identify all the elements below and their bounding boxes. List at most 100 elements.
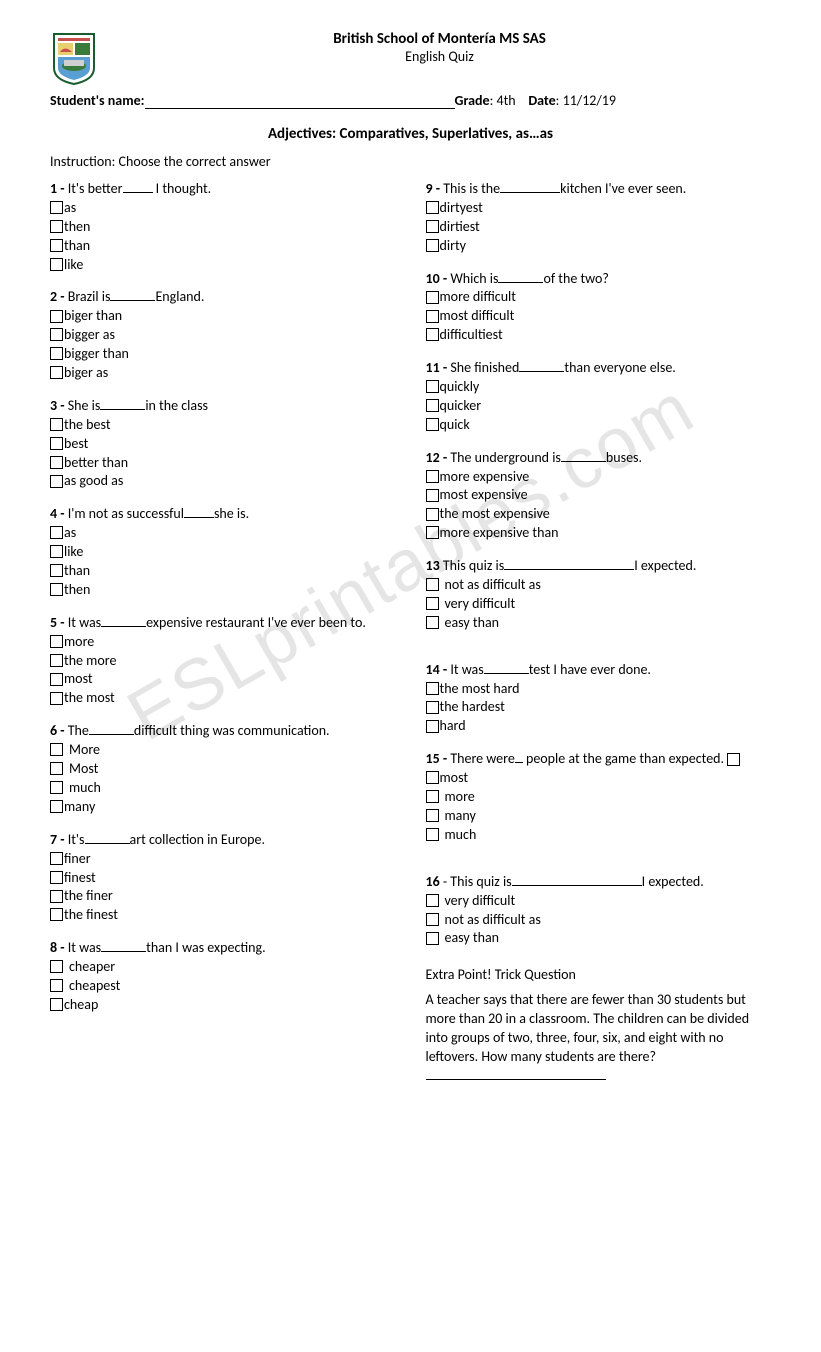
checkbox[interactable] (426, 470, 439, 483)
checkbox[interactable] (426, 597, 439, 610)
checkbox[interactable] (426, 720, 439, 733)
question-text: 4 - I'm not as successfulshe is. (50, 505, 396, 524)
checkbox[interactable] (426, 701, 439, 714)
checkbox[interactable] (50, 564, 63, 577)
checkbox[interactable] (727, 753, 740, 766)
checkbox[interactable] (50, 583, 63, 596)
option-label: biger as (64, 364, 108, 381)
checkbox[interactable] (426, 508, 439, 521)
option-label: difficultiest (440, 326, 503, 343)
option-label: as (64, 199, 76, 216)
checkbox[interactable] (50, 871, 63, 884)
checkbox[interactable] (50, 347, 63, 360)
option-label: like (64, 543, 83, 560)
question-number: 10 - (426, 270, 451, 287)
checkbox[interactable] (50, 635, 63, 648)
checkbox[interactable] (50, 201, 63, 214)
option-label: most difficult (440, 307, 515, 324)
option: easy than (426, 614, 772, 633)
checkbox[interactable] (426, 399, 439, 412)
checkbox[interactable] (50, 800, 63, 813)
question-number: 3 - (50, 397, 68, 414)
checkbox[interactable] (426, 489, 439, 502)
option-label: as (64, 524, 76, 541)
checkbox[interactable] (50, 998, 63, 1011)
question-number: 8 - (50, 939, 68, 956)
header: British School of Montería MS SAS Englis… (50, 30, 771, 86)
checkbox[interactable] (50, 545, 63, 558)
option-label: easy than (445, 614, 500, 631)
checkbox[interactable] (50, 781, 63, 794)
option-label: many (64, 798, 95, 815)
checkbox[interactable] (426, 239, 439, 252)
option: easy than (426, 929, 772, 948)
student-name-line[interactable] (145, 108, 455, 109)
option: more (50, 633, 396, 652)
option: than (50, 237, 396, 256)
option-label: very difficult (445, 892, 516, 909)
checkbox[interactable] (426, 328, 439, 341)
checkbox[interactable] (426, 790, 439, 803)
option-label: dirtiest (440, 218, 480, 235)
grade-value: 4th (497, 92, 516, 109)
checkbox[interactable] (426, 932, 439, 945)
checkbox[interactable] (50, 908, 63, 921)
checkbox[interactable] (50, 890, 63, 903)
question-right-1: 10 - Which isof the two?more difficultmo… (426, 270, 772, 346)
checkbox[interactable] (426, 616, 439, 629)
option: More (50, 741, 396, 760)
option: than (50, 562, 396, 581)
checkbox[interactable] (426, 828, 439, 841)
checkbox[interactable] (426, 526, 439, 539)
question-number: 2 - (50, 288, 68, 305)
checkbox[interactable] (426, 809, 439, 822)
checkbox[interactable] (50, 310, 63, 323)
checkbox[interactable] (426, 418, 439, 431)
question-text: 16 - This quiz isI expected. (426, 873, 772, 892)
option-label: Most (69, 760, 98, 777)
option-label: quickly (440, 378, 480, 395)
option: then (50, 581, 396, 600)
checkbox[interactable] (426, 894, 439, 907)
checkbox[interactable] (50, 673, 63, 686)
checkbox[interactable] (50, 366, 63, 379)
question-text: 5 - It wasexpensive restaurant I've ever… (50, 614, 396, 633)
option-label: very difficult (445, 595, 516, 612)
checkbox[interactable] (50, 437, 63, 450)
extra-answer-line[interactable] (426, 1079, 606, 1080)
checkbox[interactable] (426, 913, 439, 926)
checkbox[interactable] (50, 743, 63, 756)
school-logo (50, 30, 98, 86)
option-label: than (64, 562, 90, 579)
checkbox[interactable] (50, 328, 63, 341)
checkbox[interactable] (50, 762, 63, 775)
checkbox[interactable] (426, 380, 439, 393)
checkbox[interactable] (50, 526, 63, 539)
checkbox[interactable] (426, 682, 439, 695)
question-left-1: 2 - Brazil isEngland.biger thanbigger as… (50, 288, 396, 382)
option: cheaper (50, 958, 396, 977)
option: very difficult (426, 892, 772, 911)
checkbox[interactable] (50, 960, 63, 973)
question-left-7: 8 - It wasthan I was expecting.cheaperch… (50, 939, 396, 1015)
checkbox[interactable] (426, 578, 439, 591)
checkbox[interactable] (50, 239, 63, 252)
checkbox[interactable] (50, 979, 63, 992)
checkbox[interactable] (50, 852, 63, 865)
option-label: the more (64, 652, 116, 669)
checkbox[interactable] (50, 418, 63, 431)
checkbox[interactable] (426, 771, 439, 784)
question-left-2: 3 - She isin the classthe bestbestbetter… (50, 397, 396, 491)
checkbox[interactable] (50, 456, 63, 469)
checkbox[interactable] (50, 475, 63, 488)
option: finer (50, 850, 396, 869)
option: dirtyest (426, 199, 772, 218)
checkbox[interactable] (50, 258, 63, 271)
checkbox[interactable] (50, 220, 63, 233)
checkbox[interactable] (426, 291, 439, 304)
checkbox[interactable] (426, 201, 439, 214)
checkbox[interactable] (426, 220, 439, 233)
checkbox[interactable] (50, 692, 63, 705)
checkbox[interactable] (426, 310, 439, 323)
checkbox[interactable] (50, 654, 63, 667)
